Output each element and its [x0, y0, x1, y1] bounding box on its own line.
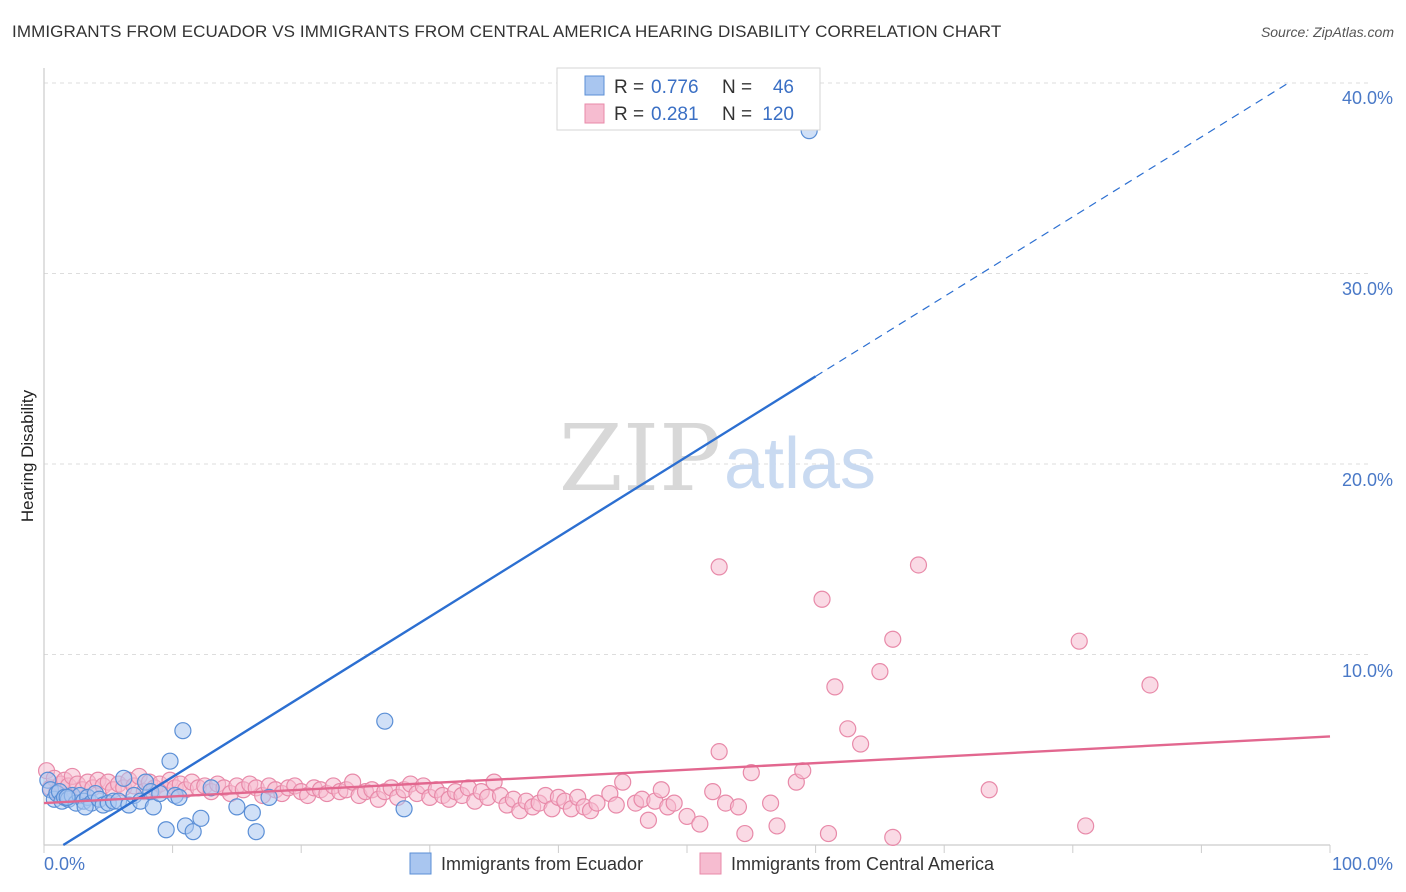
- central-america-point: [909, 556, 928, 574]
- central-america-point: [813, 590, 831, 608]
- central-america-point: [736, 824, 754, 843]
- central-america-point: [839, 720, 857, 738]
- y-tick-label-30: 30.0%: [1342, 279, 1393, 299]
- legend-central-r-value: 0.281: [651, 104, 699, 125]
- ecuador-point: [376, 712, 394, 730]
- central-america-point: [710, 558, 728, 576]
- ecuador-trend-extension: [815, 80, 1292, 377]
- y-axis-title: Hearing Disability: [18, 389, 37, 522]
- central-america-point: [871, 663, 889, 681]
- central-america-point: [614, 773, 632, 791]
- legend-swatch-ecuador: [584, 75, 605, 96]
- gridlines: [44, 82, 1370, 655]
- legend-bottom-swatch-ecuador: [409, 852, 432, 875]
- central-america-point: [607, 796, 625, 814]
- legend-bottom-ecuador-label: Immigrants from Ecuador: [441, 854, 643, 874]
- y-tick-label-10: 10.0%: [1342, 661, 1393, 681]
- central-america-point: [742, 764, 760, 782]
- central-america-point: [761, 794, 780, 812]
- source-label: Source: ZipAtlas.com: [1260, 24, 1394, 40]
- legend-central-n-label: N =: [722, 104, 752, 125]
- y-tick-label-20: 20.0%: [1342, 470, 1393, 490]
- central-america-point: [710, 743, 728, 761]
- legend-ecuador-n-value: 46: [773, 77, 794, 98]
- ecuador-point: [192, 809, 210, 827]
- central-america-point: [639, 811, 658, 829]
- legend-bottom-swatch-central: [699, 852, 722, 875]
- central-america-point: [884, 828, 902, 846]
- ecuador-point: [260, 788, 278, 806]
- legend-ecuador-n-label: N =: [722, 77, 752, 98]
- ecuador-point: [202, 779, 220, 797]
- central-america-point: [852, 735, 870, 753]
- central-america-trend-line: [43, 735, 1331, 805]
- central-america-points: [37, 556, 1159, 846]
- x-tick-label-100: 100.0%: [1332, 854, 1393, 874]
- legend-bottom: Immigrants from Ecuador Immigrants from …: [409, 852, 995, 875]
- watermark-zip: ZIP: [559, 405, 721, 512]
- central-america-point: [826, 678, 844, 696]
- legend-swatch-central: [584, 103, 605, 124]
- central-america-point: [665, 794, 683, 812]
- legend-top: R = 0.776 N = 46 R = 0.281 N = 120: [556, 67, 821, 131]
- x-tick-label-0: 0.0%: [44, 854, 85, 874]
- legend-central-r-label: R =: [614, 104, 644, 125]
- legend-bottom-central-label: Immigrants from Central America: [731, 854, 995, 874]
- ecuador-point: [157, 821, 175, 839]
- y-tick-label-40: 40.0%: [1342, 88, 1393, 108]
- legend-central-n-value: 120: [762, 104, 794, 125]
- x-tick-marks: [43, 845, 1331, 853]
- watermark-atlas: atlas: [724, 424, 876, 504]
- chart-title: IMMIGRANTS FROM ECUADOR VS IMMIGRANTS FR…: [12, 22, 1002, 41]
- central-america-point: [729, 798, 748, 816]
- ecuador-point: [243, 804, 261, 822]
- central-america-point: [678, 807, 696, 826]
- central-america-point: [980, 781, 998, 799]
- trend-lines: [43, 80, 1331, 847]
- ecuador-point: [395, 800, 413, 818]
- ecuador-point: [76, 798, 94, 816]
- ecuador-point: [228, 798, 246, 816]
- central-america-point: [819, 824, 838, 843]
- central-america-point: [1077, 817, 1095, 835]
- central-america-point: [1141, 676, 1159, 694]
- central-america-point: [652, 781, 670, 799]
- legend-ecuador-r-value: 0.776: [651, 77, 699, 98]
- central-america-point: [884, 630, 902, 648]
- central-america-point: [691, 815, 709, 833]
- ecuador-point: [247, 823, 265, 841]
- ecuador-point: [115, 769, 133, 787]
- central-america-point: [588, 794, 606, 812]
- ecuador-point: [174, 722, 192, 740]
- central-america-point: [1070, 632, 1088, 650]
- ecuador-point: [161, 752, 179, 770]
- ecuador-point: [184, 823, 202, 841]
- legend-ecuador-r-label: R =: [614, 77, 644, 98]
- ecuador-trend-line: [62, 375, 817, 847]
- central-america-point: [768, 817, 786, 835]
- central-america-point: [704, 783, 722, 801]
